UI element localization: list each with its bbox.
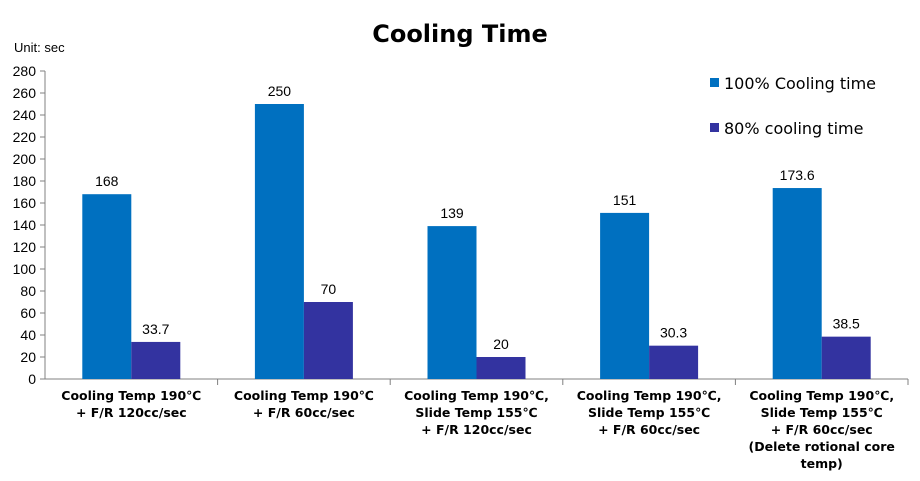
unit-label: Unit: sec [14, 40, 65, 55]
legend-label: 80% cooling time [724, 119, 863, 138]
data-label: 250 [268, 83, 292, 99]
data-label: 20 [493, 336, 509, 352]
bar [772, 188, 822, 379]
bar [303, 302, 353, 379]
bar [427, 226, 477, 379]
x-tick-label: Slide Temp 155℃ [415, 405, 537, 420]
data-label: 168 [95, 173, 119, 189]
data-label: 30.3 [660, 325, 687, 341]
y-tick-label: 60 [20, 305, 36, 321]
data-label: 151 [613, 192, 637, 208]
legend-swatch [710, 123, 719, 132]
y-tick-label: 260 [13, 85, 37, 101]
bar [600, 212, 650, 379]
y-tick-label: 220 [13, 129, 37, 145]
legend-label: 100% Cooling time [724, 74, 876, 93]
y-tick-label: 280 [13, 63, 37, 79]
y-tick-label: 240 [13, 107, 37, 123]
bar [254, 104, 304, 379]
y-tick-label: 180 [13, 173, 37, 189]
axes: 0 20 40 60 80 100 120 140 160 180 200 220 240 260 280 [13, 63, 909, 387]
bar [476, 357, 526, 379]
y-tick-label: 160 [13, 195, 37, 211]
x-tick-label: Slide Temp 155℃ [761, 405, 883, 420]
bar [649, 345, 699, 379]
y-tick-label: 100 [13, 261, 37, 277]
data-label: 70 [321, 281, 337, 297]
x-tick-label: + F/R 60cc/sec [771, 422, 873, 437]
data-label: 173.6 [780, 167, 815, 183]
x-tick-labels: Cooling Temp 190℃ + F/R 120cc/sec Cooling … [61, 388, 895, 471]
x-tick-label: Cooling Temp 190℃, [577, 388, 722, 403]
bar [131, 341, 181, 379]
y-tick-label: 200 [13, 151, 37, 167]
legend-swatch [710, 78, 719, 87]
x-tick-label: temp) [801, 456, 843, 471]
y-tick-label: 40 [20, 327, 36, 343]
legend: 100% Cooling time 80% cooling time [710, 74, 876, 138]
x-tick-label: Cooling Temp 190℃, [404, 388, 549, 403]
y-tick-label: 0 [28, 371, 36, 387]
data-label: 33.7 [142, 321, 169, 337]
data-label: 38.5 [833, 316, 860, 332]
x-tick-label: (Delete rotional core [749, 439, 895, 454]
y-tick-label: 140 [13, 217, 37, 233]
y-tick-label: 80 [20, 283, 36, 299]
chart-title: Cooling Time [372, 20, 548, 48]
x-tick-label: + F/R 60cc/sec [598, 422, 700, 437]
x-tick-label: Cooling Temp 190℃ [61, 388, 201, 403]
x-tick-label: + F/R 120cc/sec [421, 422, 532, 437]
y-tick-label: 20 [20, 349, 36, 365]
x-tick-label: Slide Temp 155℃ [588, 405, 710, 420]
x-tick-label: + F/R 120cc/sec [76, 405, 187, 420]
x-tick-label: Cooling Temp 190℃, [749, 388, 894, 403]
data-label: 139 [440, 205, 464, 221]
bar [82, 194, 132, 379]
x-tick-label: + F/R 60cc/sec [253, 405, 355, 420]
y-tick-label: 120 [13, 239, 37, 255]
bars: 168 250 139 151 173.6 33.7 70 20 30.3 38.5 [82, 83, 871, 379]
x-tick-label: Cooling Temp 190℃ [234, 388, 374, 403]
bar [821, 336, 871, 379]
